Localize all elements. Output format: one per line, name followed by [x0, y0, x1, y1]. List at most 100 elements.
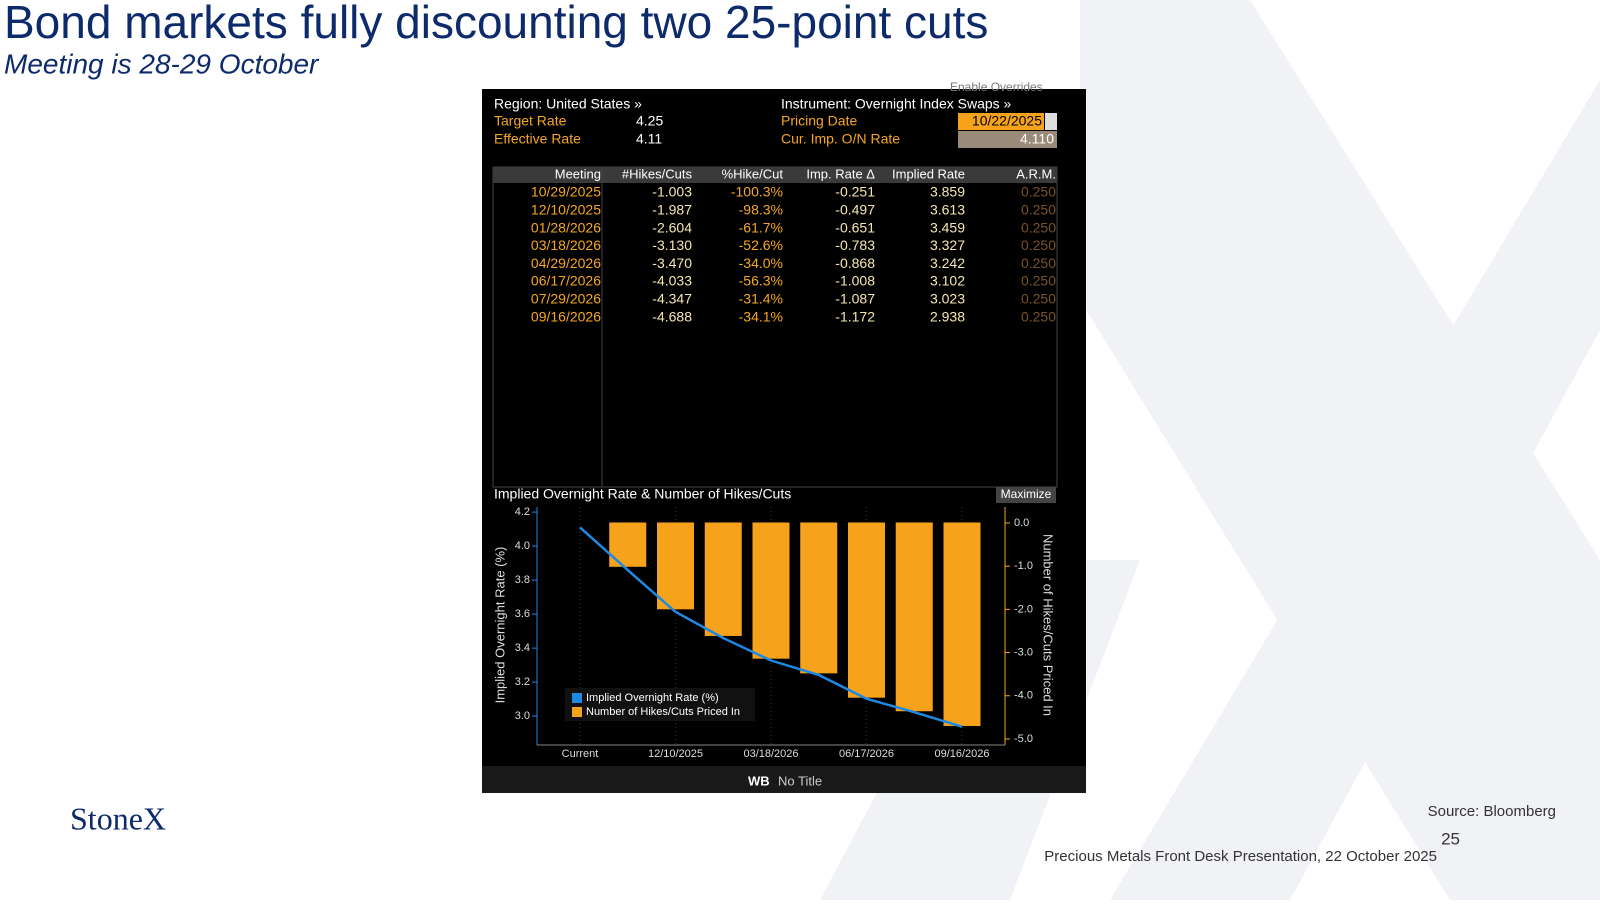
field-label: Effective Rate: [494, 131, 581, 147]
table-cell: -3.470: [652, 255, 692, 271]
table-cell: 3.859: [930, 184, 965, 200]
table-cell: 3.023: [930, 291, 965, 307]
y-tick-label: 3.2: [515, 676, 530, 688]
bar: [895, 522, 933, 712]
date-input[interactable]: [958, 113, 1044, 130]
table-cell: -56.3%: [739, 273, 783, 289]
table-cell: 0.250: [1021, 202, 1056, 218]
table-cell: -0.651: [835, 219, 875, 235]
table-cell: 0.250: [1021, 291, 1056, 307]
table-cell: 3.102: [930, 273, 965, 289]
table-cell: -0.868: [835, 255, 875, 271]
y-tick-label: 4.2: [515, 506, 530, 518]
bar: [704, 522, 742, 636]
table-cell: 0.250: [1021, 273, 1056, 289]
table: Meeting #Hikes/Cuts %Hike/Cut Imp. Rate Δ Im…: [531, 166, 1056, 324]
legend-box: [565, 688, 755, 721]
x-tick-label: 06/17/2026: [839, 748, 894, 760]
table-cell: -1.003: [652, 184, 692, 200]
table-cell: -1.987: [652, 202, 692, 218]
field-value: 4.25: [636, 113, 663, 129]
table-cell: -4.688: [652, 308, 692, 324]
table-cell: 2.938: [930, 308, 965, 324]
table-cell: -52.6%: [739, 237, 783, 253]
footer-code: WB: [748, 773, 770, 788]
table-cell: -3.130: [652, 237, 692, 253]
field-label: Target Rate: [494, 113, 567, 129]
table-cell: -0.497: [835, 202, 875, 218]
x-tick-label: 09/16/2026: [934, 748, 989, 760]
table-cell: 04/29/2026: [531, 255, 601, 271]
table-cell: 3.613: [930, 202, 965, 218]
table-cell: 3.459: [930, 219, 965, 235]
column-header: %Hike/Cut: [722, 166, 784, 181]
on-rate-box: [958, 131, 1057, 148]
overrides-label: Enable Overrides: [950, 80, 1043, 94]
table-cell: 01/28/2026: [531, 219, 601, 235]
y2-axis-label: Number of Hikes/Cuts Priced In: [1041, 534, 1056, 716]
table-cell: -34.1%: [739, 308, 783, 324]
region[interactable]: Region: United States »: [494, 96, 642, 112]
table-cell: -31.4%: [739, 291, 783, 307]
table-cell: 0.250: [1021, 184, 1056, 200]
pricing-date-label: Pricing Date: [781, 113, 857, 129]
maximize-label[interactable]: Maximize: [1001, 487, 1052, 501]
instrument[interactable]: Instrument: Overnight Index Swaps »: [781, 96, 1012, 112]
table-cell: 10/29/2025: [531, 184, 601, 200]
source: Source: Bloomberg: [1428, 803, 1556, 820]
x-tick-label: 03/18/2026: [743, 748, 798, 760]
table-cell: 3.242: [930, 255, 965, 271]
bar: [752, 522, 790, 659]
on-rate-label: Cur. Imp. O/N Rate: [781, 131, 900, 147]
slide-title: Bond markets fully discounting two 25-po…: [4, 0, 988, 48]
table-cell: 0.250: [1021, 219, 1056, 235]
maximize-button[interactable]: [996, 487, 1056, 503]
column-header: A.R.M.: [1016, 166, 1056, 181]
bar: [943, 522, 981, 726]
column-header: #Hikes/Cuts: [622, 166, 693, 181]
footer-title: No Title: [778, 773, 822, 788]
table-cell: -0.251: [835, 184, 875, 200]
table-cell: 03/18/2026: [531, 237, 601, 253]
y2-tick-label: 0.0: [1014, 517, 1029, 529]
table-cell: 06/17/2026: [531, 273, 601, 289]
legend-swatch: [572, 693, 582, 703]
table-cell: -4.347: [652, 291, 692, 307]
y-tick-label: 3.8: [515, 574, 530, 586]
table-cell: -0.783: [835, 237, 875, 253]
table-cell: 0.250: [1021, 237, 1056, 253]
x-tick-label: Current: [562, 748, 599, 760]
table-header-bg: [493, 167, 1057, 183]
legend-label: Number of Hikes/Cuts Priced In: [586, 706, 740, 718]
table-cell: -1.172: [835, 308, 875, 324]
table-cell: 12/10/2025: [531, 202, 601, 218]
table-cell: 3.327: [930, 237, 965, 253]
y-tick-label: 4.0: [515, 540, 530, 552]
y2-tick-label: -3.0: [1014, 646, 1033, 658]
y-axis-label: Implied Overnight Rate (%): [492, 547, 507, 704]
table-cell: -34.0%: [739, 255, 783, 271]
legend-swatch: [572, 707, 582, 717]
chart: Current 12/10/2025 03/18/2026 06/17/2026 09/…: [492, 506, 1055, 760]
y2-tick-label: -2.0: [1014, 603, 1033, 615]
table-cell: -4.033: [652, 273, 692, 289]
y-tick-label: 3.6: [515, 608, 530, 620]
table-cell: -1.087: [835, 291, 875, 307]
y-tick-label: 3.0: [515, 710, 530, 722]
table-cell: 07/29/2026: [531, 291, 601, 307]
table-cell: 09/16/2026: [531, 308, 601, 324]
pricing-date[interactable]: 10/22/2025: [972, 113, 1042, 129]
logo: StoneX: [70, 800, 166, 836]
terminal-panel: [482, 89, 1086, 793]
y-tick-label: 3.4: [515, 642, 530, 654]
field-value: 4.11: [636, 131, 662, 147]
calendar-button[interactable]: [1045, 113, 1057, 130]
terminal-footer: [482, 766, 1086, 793]
table-cell: -100.3%: [731, 184, 783, 200]
column-header: Imp. Rate Δ: [806, 166, 875, 181]
bar: [800, 522, 838, 674]
table-cell: -1.008: [835, 273, 875, 289]
page-number: 25: [1441, 829, 1460, 848]
legend-label: Implied Overnight Rate (%): [586, 692, 719, 704]
